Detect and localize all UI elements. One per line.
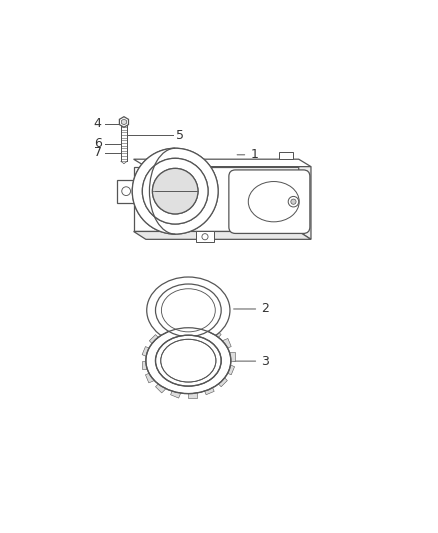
Circle shape <box>132 148 218 234</box>
Ellipse shape <box>162 289 215 332</box>
Text: 1: 1 <box>251 148 258 161</box>
Text: 5: 5 <box>176 128 184 142</box>
Text: 4: 4 <box>94 117 102 130</box>
Polygon shape <box>120 117 128 127</box>
Circle shape <box>152 168 198 214</box>
Polygon shape <box>121 119 127 125</box>
Polygon shape <box>180 324 188 332</box>
Circle shape <box>122 187 131 196</box>
Polygon shape <box>299 167 311 239</box>
FancyBboxPatch shape <box>229 170 310 233</box>
Circle shape <box>142 158 208 224</box>
Polygon shape <box>155 381 167 393</box>
Polygon shape <box>162 327 173 337</box>
Circle shape <box>202 233 208 240</box>
Ellipse shape <box>146 328 231 393</box>
Polygon shape <box>142 346 153 358</box>
Ellipse shape <box>155 335 221 386</box>
Polygon shape <box>279 152 293 159</box>
Text: 2: 2 <box>261 303 269 316</box>
Polygon shape <box>196 231 214 241</box>
Polygon shape <box>134 159 311 167</box>
Polygon shape <box>209 328 221 340</box>
Polygon shape <box>142 361 150 369</box>
Polygon shape <box>117 180 135 203</box>
Circle shape <box>152 168 198 214</box>
Circle shape <box>132 148 218 234</box>
Polygon shape <box>221 338 231 350</box>
Ellipse shape <box>161 340 216 382</box>
Polygon shape <box>134 167 299 231</box>
Circle shape <box>288 197 299 207</box>
Polygon shape <box>134 231 311 239</box>
Polygon shape <box>203 384 214 395</box>
Polygon shape <box>188 390 197 398</box>
Text: 7: 7 <box>94 146 102 159</box>
Text: 6: 6 <box>94 138 102 150</box>
Polygon shape <box>170 387 182 398</box>
Polygon shape <box>215 375 227 387</box>
Ellipse shape <box>155 284 221 336</box>
Polygon shape <box>195 323 206 334</box>
Text: 3: 3 <box>261 354 269 368</box>
Polygon shape <box>145 372 156 383</box>
Ellipse shape <box>147 277 230 344</box>
Circle shape <box>291 199 296 204</box>
Polygon shape <box>227 352 235 361</box>
Polygon shape <box>224 364 235 375</box>
Polygon shape <box>149 335 161 346</box>
Circle shape <box>142 158 208 224</box>
